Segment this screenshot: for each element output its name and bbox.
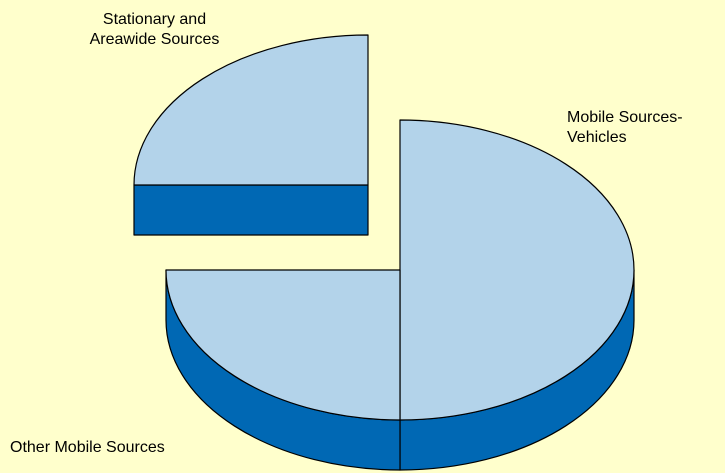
pie-slice — [165, 269, 401, 471]
slice-top — [133, 34, 369, 186]
slice-top — [165, 269, 401, 421]
slice-cut — [133, 184, 369, 236]
pie-slice — [133, 34, 369, 236]
slice-top — [399, 119, 635, 421]
pie-slice — [399, 119, 635, 471]
slice-label: Mobile Sources-Vehicles — [567, 109, 683, 146]
slice-label: Stationary and Areawide Sources — [89, 11, 220, 48]
slice-label: Other Mobile Sources — [10, 439, 165, 456]
